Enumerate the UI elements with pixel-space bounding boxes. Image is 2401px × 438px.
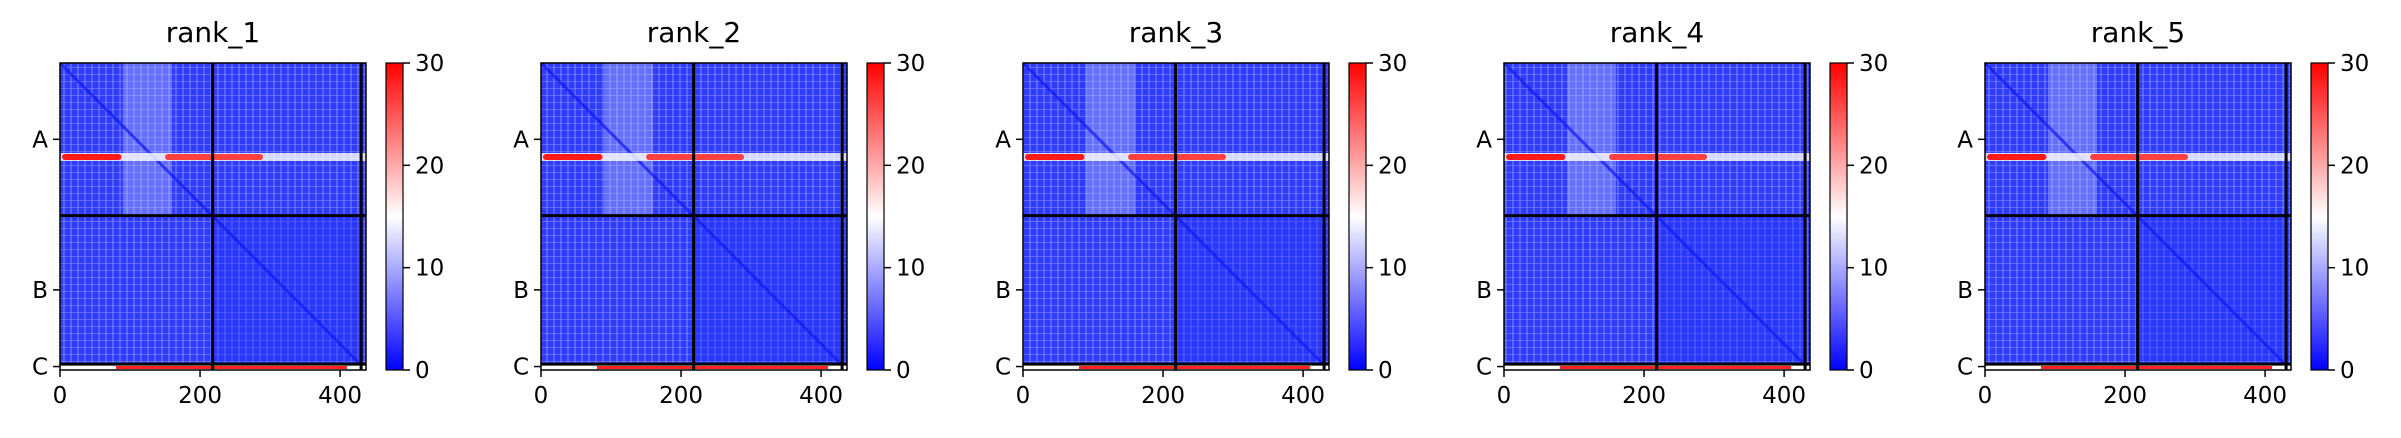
colorbar-tick-label: 20 <box>1378 153 1407 179</box>
x-tick-label: 400 <box>1762 383 1806 409</box>
axes-frame <box>540 62 848 371</box>
colorbar-tick-label: 0 <box>1378 358 1393 384</box>
heatmap-c-strip-red <box>1079 366 1311 369</box>
heatmap-row-red <box>62 154 122 160</box>
colorbar-tick-label: 30 <box>1859 51 1888 77</box>
y-tick-label: A <box>32 127 48 153</box>
x-tick-label: 0 <box>53 383 68 409</box>
y-tick-label: A <box>1476 127 1492 153</box>
colorbar-tick-label: 0 <box>896 358 911 384</box>
colorbar-tick-label: 10 <box>415 256 444 282</box>
colorbar-tick-label: 30 <box>2340 51 2369 77</box>
panel-title: rank_3 <box>1129 16 1223 49</box>
colorbar-tick-label: 30 <box>1378 51 1407 77</box>
colorbar-tick-label: 20 <box>415 153 444 179</box>
y-tick-label: C <box>32 355 48 381</box>
y-tick-label: C <box>513 355 529 381</box>
heatmap-row-red <box>543 154 603 160</box>
x-tick-label: 400 <box>318 383 362 409</box>
axes-frame <box>1022 62 1330 371</box>
colorbar-tick-label: 10 <box>1378 256 1407 282</box>
colorbar-tick-label: 0 <box>1859 358 1874 384</box>
colorbar-tick-label: 20 <box>1859 153 1888 179</box>
heatmap-c-strip-red <box>597 366 829 369</box>
panel-title: rank_4 <box>1610 16 1704 49</box>
colorbar <box>2310 62 2329 371</box>
colorbar-tick-label: 30 <box>896 51 925 77</box>
x-tick-label: 400 <box>2243 383 2287 409</box>
x-tick-label: 0 <box>534 383 549 409</box>
heatmap-band <box>604 63 654 216</box>
panel-title: rank_2 <box>647 16 741 49</box>
colorbar <box>1348 62 1367 371</box>
axes-frame <box>59 62 367 371</box>
colorbar-tick-label: 10 <box>896 256 925 282</box>
panel-title: rank_1 <box>166 16 260 49</box>
colorbar-tick-label: 10 <box>2340 256 2369 282</box>
heatmap-band <box>1567 63 1617 216</box>
colorbar-tick-label: 0 <box>415 358 430 384</box>
x-tick-label: 400 <box>799 383 843 409</box>
y-tick-label: A <box>995 127 1011 153</box>
y-tick-label: C <box>1957 355 1973 381</box>
x-tick-label: 0 <box>1978 383 1993 409</box>
heatmap-band <box>123 63 173 216</box>
colorbar <box>385 62 404 371</box>
colorbar-tick-label: 10 <box>1859 256 1888 282</box>
colorbar-tick-label: 20 <box>896 153 925 179</box>
x-tick-label: 200 <box>1141 383 1185 409</box>
y-tick-label: B <box>995 278 1011 304</box>
y-tick-label: B <box>513 278 529 304</box>
colorbar-tick-label: 0 <box>2340 358 2355 384</box>
x-tick-label: 400 <box>1281 383 1325 409</box>
x-tick-label: 0 <box>1016 383 1031 409</box>
axes-frame <box>1503 62 1811 371</box>
heatmap-c-strip-red <box>1560 366 1792 369</box>
colorbar-tick-label: 20 <box>2340 153 2369 179</box>
heatmap-band <box>1086 63 1136 216</box>
x-tick-label: 200 <box>178 383 222 409</box>
heatmap-band <box>2048 63 2098 216</box>
panel-title: rank_5 <box>2091 16 2185 49</box>
x-tick-label: 200 <box>1622 383 1666 409</box>
y-tick-label: A <box>1957 127 1973 153</box>
y-tick-label: B <box>1476 278 1492 304</box>
heatmap-row-red <box>1025 154 1085 160</box>
heatmap-c-strip-red <box>116 366 348 369</box>
colorbar <box>866 62 885 371</box>
heatmap-row-red <box>1506 154 1566 160</box>
y-tick-label: B <box>32 278 48 304</box>
y-tick-label: C <box>995 355 1011 381</box>
heatmap-row-red <box>1987 154 2047 160</box>
y-tick-label: B <box>1957 278 1973 304</box>
x-tick-label: 0 <box>1497 383 1512 409</box>
y-tick-label: C <box>1476 355 1492 381</box>
colorbar-tick-label: 30 <box>415 51 444 77</box>
heatmap-c-strip-red <box>2041 366 2273 369</box>
x-tick-label: 200 <box>2103 383 2147 409</box>
axes-frame <box>1984 62 2292 371</box>
y-tick-label: A <box>513 127 529 153</box>
x-tick-label: 200 <box>659 383 703 409</box>
colorbar <box>1829 62 1848 371</box>
